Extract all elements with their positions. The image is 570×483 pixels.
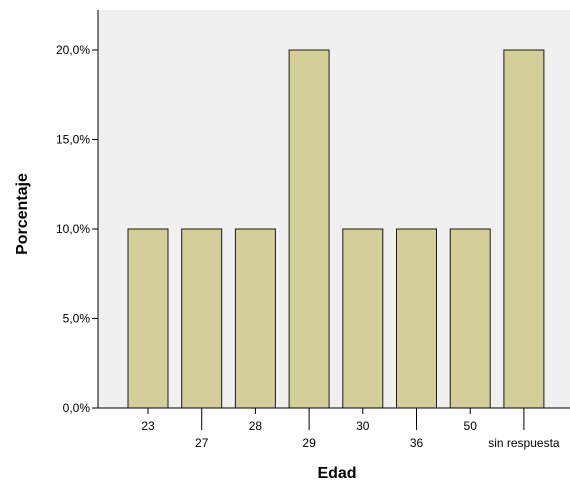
y-tick-label-1: 5,0% <box>63 312 91 326</box>
plot-area <box>98 10 570 408</box>
x-tick-label-2: 28 <box>249 419 263 433</box>
y-tick-label-3: 15,0% <box>56 133 90 147</box>
y-axis-title: Porcentaje <box>14 173 31 255</box>
y-tick-label-2: 10,0% <box>56 222 90 236</box>
bar-2 <box>234 228 276 409</box>
x-tick-label-0: 23 <box>141 419 155 433</box>
x-tick-label-3: 29 <box>302 436 316 450</box>
x-tick-label-5: 36 <box>410 436 424 450</box>
bar-5 <box>396 228 437 409</box>
bar-6 <box>449 228 491 409</box>
axes-group: 0,0% 5,0% 10,0% 15,0% 20,0% 23 27 28 29 30 36 50 sin… <box>56 10 570 450</box>
x-tick-label-6: 50 <box>464 419 478 433</box>
x-tick-label-7: sin respuesta <box>488 436 560 450</box>
x-axis-title: Edad <box>317 465 356 482</box>
x-tick-label-4: 30 <box>356 419 370 433</box>
bar-0 <box>127 228 169 409</box>
bar-7 <box>503 49 545 409</box>
bar-1 <box>181 228 223 409</box>
y-tick-label-4: 20,0% <box>56 43 90 57</box>
bars-group <box>127 49 545 409</box>
bar-3 <box>288 49 330 409</box>
bar-4 <box>342 228 384 409</box>
x-tick-label-1: 27 <box>195 436 209 450</box>
y-tick-label-0: 0,0% <box>63 401 91 415</box>
